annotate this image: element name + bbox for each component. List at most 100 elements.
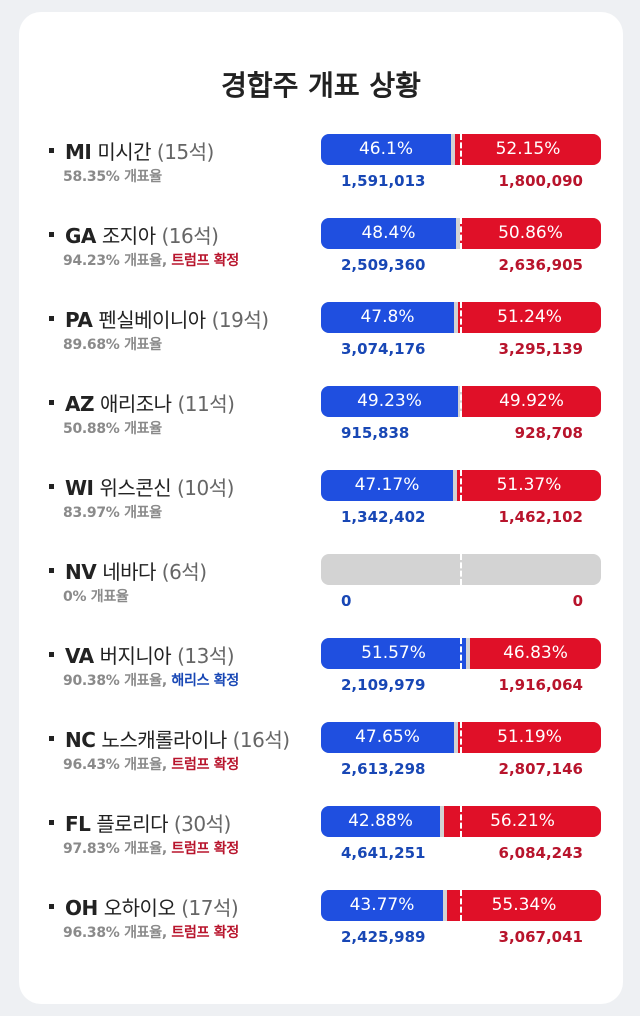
bullet-icon [49, 316, 54, 321]
vote-share-bar: 46.1% 52.15% [321, 134, 601, 165]
trump-votes: 3,295,139 [498, 340, 583, 358]
trump-votes: 1,916,064 [498, 676, 583, 694]
bullet-icon [49, 400, 54, 405]
harris-votes: 4,641,251 [341, 844, 426, 862]
harris-votes: 1,342,402 [341, 508, 426, 526]
harris-votes: 0 [341, 592, 352, 610]
trump-share-bar: 56.21% [444, 806, 601, 837]
vote-share-bar: 48.4% 50.86% [321, 218, 601, 249]
vote-share-bar [321, 554, 601, 585]
majority-line [460, 554, 462, 585]
trump-share-bar: 52.15% [455, 134, 601, 165]
trump-share-bar: 51.37% [457, 470, 601, 501]
electoral-seats: (15석) [156, 140, 214, 164]
counted-rate: 0% 개표율 [63, 589, 129, 605]
page-title: 경합주 개표 상황 [221, 69, 421, 102]
counted-rate: 94.23% 개표율, [63, 253, 167, 269]
count-status: 89.68% 개표율 [63, 334, 162, 354]
state-abbr: GA [65, 224, 96, 248]
state-name: 버지니아 [99, 644, 172, 668]
state-label: PA 펜실베이니아 (19석) [65, 304, 269, 333]
state-label: VA 버지니아 (13석) [65, 640, 235, 669]
harris-share-bar: 47.17% [321, 470, 453, 501]
state-label: NC 노스캐롤라이나 (16석) [65, 724, 290, 753]
majority-line [460, 470, 462, 501]
count-status: 90.38% 개표율, 해리스 확정 [63, 670, 239, 690]
counted-rate: 96.43% 개표율, [63, 757, 167, 773]
harris-votes: 2,613,298 [341, 760, 426, 778]
harris-votes: 915,838 [341, 424, 410, 442]
majority-line [460, 722, 462, 753]
confirmed-label: 트럼프 확정 [171, 757, 239, 773]
state-name: 미시간 [97, 140, 152, 164]
counted-rate: 83.97% 개표율 [63, 505, 162, 521]
electoral-seats: (13석) [177, 644, 235, 668]
state-abbr: FL [65, 812, 91, 836]
state-row-wi: WI 위스콘신 (10석) 83.97% 개표율 47.17% 51.37% 1,342,… [19, 470, 623, 554]
harris-share-bar: 51.57% [321, 638, 466, 669]
vote-share-bar: 43.77% 55.34% [321, 890, 601, 921]
counted-rate: 90.38% 개표율, [63, 673, 167, 689]
state-name: 조지아 [101, 224, 156, 248]
count-status: 94.23% 개표율, 트럼프 확정 [63, 250, 239, 270]
state-abbr: NC [65, 728, 96, 752]
majority-line [460, 218, 462, 249]
trump-votes: 2,636,905 [498, 256, 583, 274]
trump-votes: 2,807,146 [498, 760, 583, 778]
electoral-seats: (10석) [176, 476, 234, 500]
count-status: 96.43% 개표율, 트럼프 확정 [63, 754, 239, 774]
state-abbr: OH [65, 896, 98, 920]
state-row-pa: PA 펜실베이니아 (19석) 89.68% 개표율 47.8% 51.24% 3,074… [19, 302, 623, 386]
bullet-icon [49, 232, 54, 237]
electoral-seats: (16석) [232, 728, 290, 752]
harris-share-bar: 46.1% [321, 134, 451, 165]
bullet-icon [49, 484, 54, 489]
bullet-icon [49, 736, 54, 741]
state-label: GA 조지아 (16석) [65, 220, 219, 249]
harris-votes: 2,425,989 [341, 928, 426, 946]
trump-votes: 928,708 [514, 424, 583, 442]
state-name: 네바다 [102, 560, 156, 584]
counted-rate: 50.88% 개표율 [63, 421, 162, 437]
vote-share-bar: 47.65% 51.19% [321, 722, 601, 753]
harris-votes: 3,074,176 [341, 340, 426, 358]
counted-rate: 96.38% 개표율, [63, 925, 167, 941]
state-label: FL 플로리다 (30석) [65, 808, 231, 837]
majority-line [460, 638, 462, 669]
state-name: 위스콘신 [99, 476, 172, 500]
electoral-seats: (6석) [161, 560, 207, 584]
harris-share-bar: 47.8% [321, 302, 454, 333]
confirmed-label: 트럼프 확정 [171, 925, 239, 941]
confirmed-label: 트럼프 확정 [171, 841, 239, 857]
vote-share-bar: 42.88% 56.21% [321, 806, 601, 837]
state-label: NV 네바다 (6석) [65, 556, 207, 585]
confirmed-label: 해리스 확정 [171, 673, 239, 689]
state-name: 펜실베이니아 [98, 308, 206, 332]
state-row-va: VA 버지니아 (13석) 90.38% 개표율, 해리스 확정 51.57% 46.8… [19, 638, 623, 722]
trump-votes: 0 [572, 592, 583, 610]
state-abbr: AZ [65, 392, 94, 416]
bullet-icon [49, 904, 54, 909]
harris-votes: 1,591,013 [341, 172, 426, 190]
trump-votes: 1,462,102 [498, 508, 583, 526]
state-label: MI 미시간 (15석) [65, 136, 214, 165]
harris-share-bar: 49.23% [321, 386, 458, 417]
state-abbr: MI [65, 140, 92, 164]
state-row-mi: MI 미시간 (15석) 58.35% 개표율 46.1% 52.15% 1,591,01… [19, 134, 623, 218]
count-status: 97.83% 개표율, 트럼프 확정 [63, 838, 239, 858]
counted-rate: 97.83% 개표율, [63, 841, 167, 857]
bullet-icon [49, 820, 54, 825]
state-row-az: AZ 애리조나 (11석) 50.88% 개표율 49.23% 49.92% 915,83… [19, 386, 623, 470]
state-row-ga: GA 조지아 (16석) 94.23% 개표율, 트럼프 확정 48.4% 50.86%… [19, 218, 623, 302]
electoral-seats: (19석) [211, 308, 269, 332]
bullet-icon [49, 652, 54, 657]
trump-share-bar: 46.83% [470, 638, 601, 669]
bullet-icon [49, 148, 54, 153]
trump-votes: 6,084,243 [498, 844, 583, 862]
count-status: 58.35% 개표율 [63, 166, 162, 186]
trump-share-bar: 49.92% [462, 386, 601, 417]
electoral-seats: (16석) [161, 224, 219, 248]
electoral-seats: (30석) [173, 812, 231, 836]
vote-share-bar: 51.57% 46.83% [321, 638, 601, 669]
state-row-oh: OH 오하이오 (17석) 96.38% 개표율, 트럼프 확정 43.77% 55.3… [19, 890, 623, 974]
